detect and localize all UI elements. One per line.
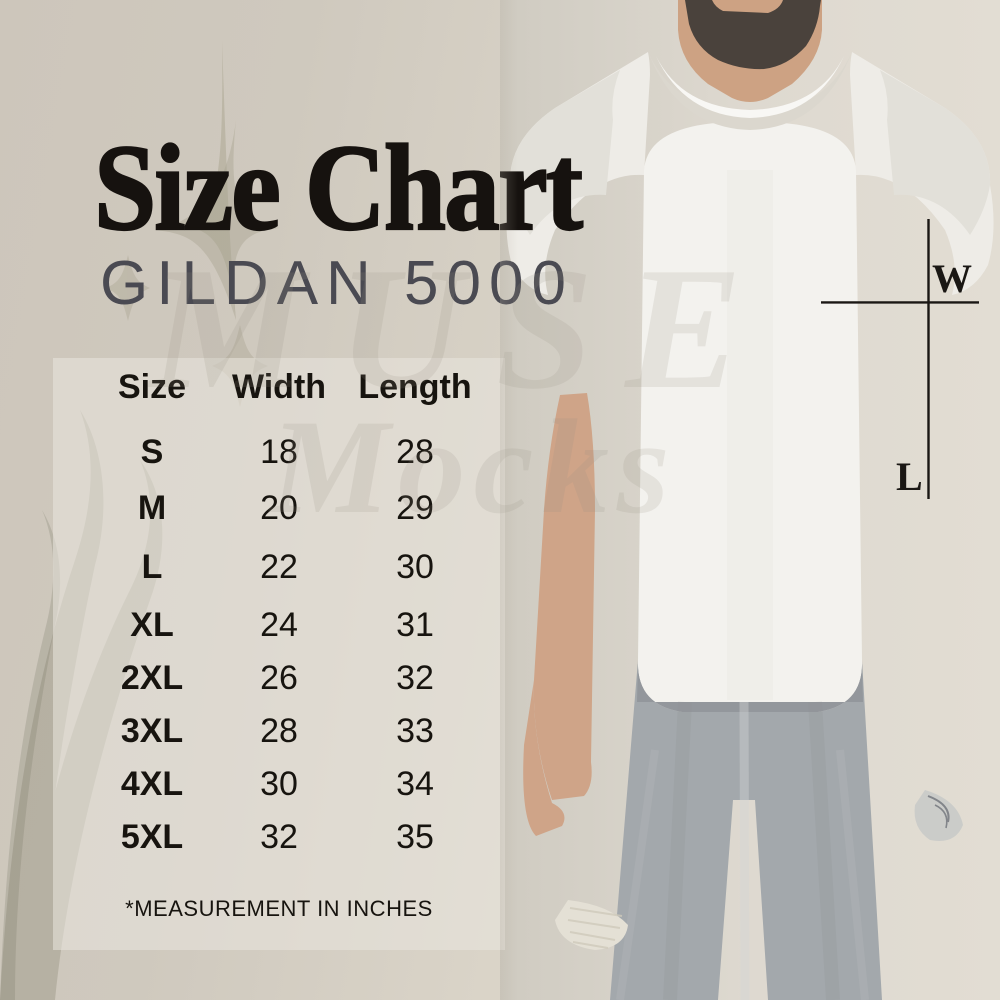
- svg-text:W: W: [932, 256, 972, 301]
- svg-text:L: L: [896, 454, 923, 499]
